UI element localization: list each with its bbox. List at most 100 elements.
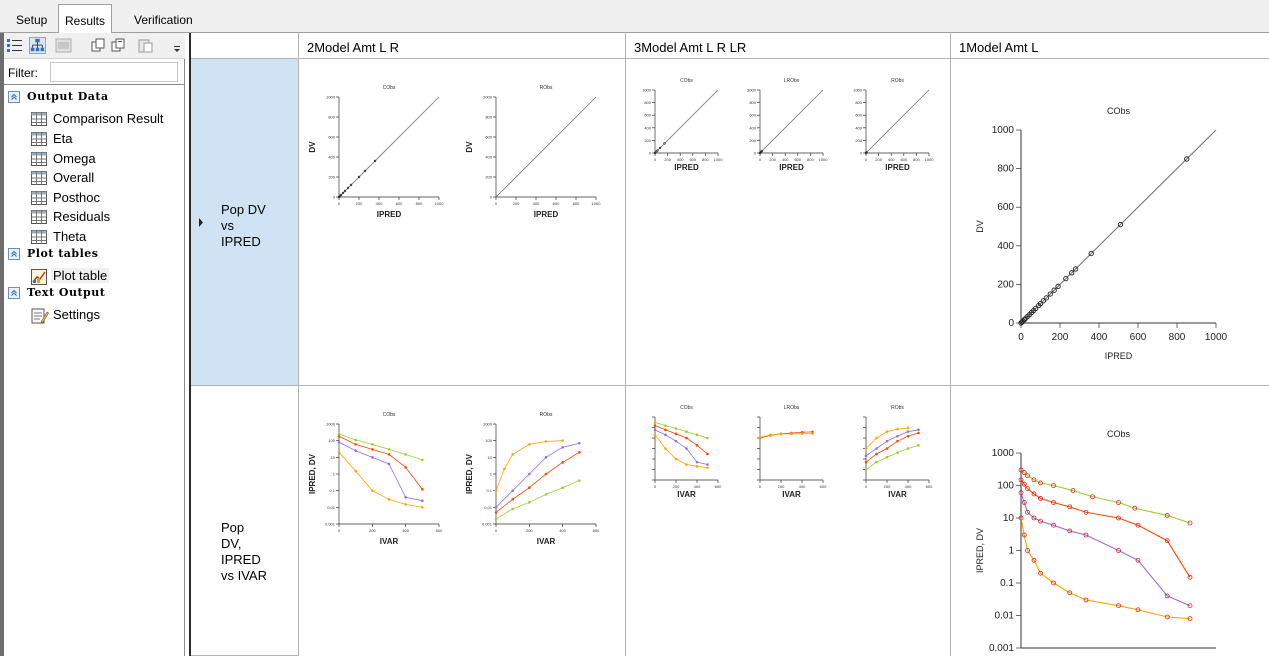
chart-lrobs: LRObs 0 200 400 600 800 1000 0 200 400 600 800 1000 I… [747, 78, 828, 172]
series-point [1031, 477, 1037, 483]
panel-splitter[interactable] [185, 33, 191, 656]
series-point [885, 439, 889, 443]
x-tick-label: 0 [865, 484, 868, 489]
tab-verification[interactable]: Verification [134, 13, 193, 27]
series-point [337, 451, 341, 454]
y-tick-label: 0.01 [484, 505, 493, 510]
series-point [1051, 522, 1056, 528]
data-point [656, 149, 659, 152]
collapse-icon[interactable] [8, 287, 20, 299]
x-tick-label: 400 [559, 528, 566, 533]
series-point [1021, 481, 1027, 487]
column-header[interactable]: 1Model Amt L [951, 33, 1269, 59]
collapse-icon[interactable] [8, 248, 20, 260]
data-point [1088, 250, 1094, 257]
series-point [1025, 486, 1030, 492]
y-tick-label: 0 [490, 195, 493, 200]
x-tick-label: 0 [338, 201, 341, 206]
series-point [1083, 597, 1089, 603]
series-point [544, 472, 548, 476]
y-tick-label: 1 [333, 472, 336, 477]
chart-robs: RObs 0 200 400 600 800 1000 0 200 400 600 800 1000 IP… [853, 78, 934, 172]
series-point [528, 486, 531, 490]
series-point [1132, 505, 1138, 511]
data-point [1020, 318, 1026, 324]
tree-item-label: Overall [53, 170, 95, 185]
y-tick-label: 1000 [992, 125, 1015, 136]
plot-cell[interactable]: CObs 0.001 0.01 0.1 1 10 100 1000 IPRED, DV [951, 386, 1269, 656]
series-point [1021, 532, 1027, 538]
x-tick-label: 200 [875, 157, 882, 162]
series-line [1020, 479, 1191, 578]
chart-cobs: CObs 0 200 400 600 800 1000 0 200 400 600 800 1000 IP… [975, 106, 1228, 361]
plot-cell[interactable]: CObs 0 200 400 600 IVAR LRObs 0 200 400 600 IVAR ROb… [626, 386, 951, 656]
identity-line [1020, 129, 1217, 324]
filter-input[interactable] [50, 62, 178, 82]
row-header[interactable]: Pop DV vs IPRED [191, 59, 299, 386]
toolbar-overflow-icon[interactable] [172, 37, 182, 54]
series-point [653, 424, 657, 427]
series-point [404, 503, 407, 506]
series-point [371, 443, 374, 446]
data-point [1117, 221, 1124, 228]
data-point [373, 159, 377, 163]
series-line [865, 444, 919, 470]
series-point [674, 427, 678, 430]
y-tick-label: 1000 [326, 422, 336, 427]
row-header[interactable]: Pop DV, IPRED vs IVAR [191, 386, 299, 656]
data-point [1072, 266, 1079, 272]
tree-view-icon[interactable] [29, 37, 46, 54]
series-point [1187, 603, 1193, 609]
series-point [1116, 548, 1121, 553]
y-tick-label: 10 [488, 455, 493, 460]
x-tick-label: 200 [1052, 332, 1069, 343]
tab-bar: Setup Results Verification [0, 0, 1269, 34]
series-point [578, 451, 581, 454]
copy-all-icon[interactable] [110, 37, 127, 54]
paste-icon[interactable] [137, 37, 154, 54]
text-document-icon [31, 308, 49, 324]
y-tick-label: 400 [644, 125, 651, 130]
series-point [494, 511, 498, 514]
tab-results[interactable]: Results [58, 4, 113, 34]
series-point [896, 439, 899, 443]
plot-cell[interactable]: CObs 0 200 400 600 800 1000 0 200 400 600 800 1000 IP… [299, 59, 626, 386]
tab-setup[interactable]: Setup [16, 13, 48, 27]
series-line [338, 436, 423, 490]
y-axis-label: DV [465, 141, 474, 153]
x-tick-label: 200 [884, 484, 891, 489]
series-point [1038, 496, 1043, 501]
list-view-icon[interactable] [6, 37, 23, 54]
series-point [674, 432, 678, 436]
tree-item-label: Comparison Result [53, 111, 164, 126]
image-view-icon[interactable] [55, 37, 72, 54]
series-point [896, 427, 899, 431]
x-tick-label: 400 [888, 157, 895, 162]
series-point [896, 451, 899, 454]
series-point [685, 436, 688, 440]
collapse-icon[interactable] [8, 91, 20, 103]
series-point [1164, 513, 1170, 518]
column-header[interactable]: 2Model Amt L R [299, 33, 626, 59]
series-line [759, 431, 813, 439]
plot-cell[interactable]: CObs 0 200 400 600 800 1000 0 200 400 600 800 1000 IP… [626, 59, 951, 386]
y-tick-label: 200 [644, 138, 651, 143]
table-icon [31, 171, 47, 185]
chart-title: LRObs [784, 78, 800, 84]
series-point [421, 458, 424, 462]
series-point [664, 433, 667, 437]
column-header[interactable]: 3Model Amt L R LR [626, 33, 951, 59]
series-point [706, 466, 709, 469]
series-point [387, 462, 391, 466]
y-tick-label: 0.1 [486, 488, 492, 493]
series-point [544, 440, 548, 443]
series-point [864, 468, 868, 471]
x-tick-label: 1000 [435, 201, 445, 206]
copy-icon[interactable] [90, 37, 107, 54]
plot-cell[interactable]: CObs 0.001 0.01 0.1 1 10 100 1000 0 200 400 600 IVAR… [299, 386, 626, 656]
plot-grid: 2Model Amt L R 3Model Amt L R LR 1Model … [191, 33, 1269, 656]
chart-cobs: CObs 0 200 400 600 800 1000 0 200 400 600 800 1000 IP… [308, 85, 444, 219]
series-point [1051, 580, 1056, 586]
plot-cell[interactable]: CObs 0 200 400 600 800 1000 0 200 400 600 800 1000 IP… [951, 59, 1269, 386]
